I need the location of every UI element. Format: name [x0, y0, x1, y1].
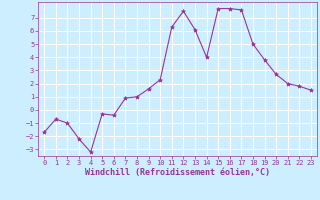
X-axis label: Windchill (Refroidissement éolien,°C): Windchill (Refroidissement éolien,°C)	[85, 168, 270, 177]
